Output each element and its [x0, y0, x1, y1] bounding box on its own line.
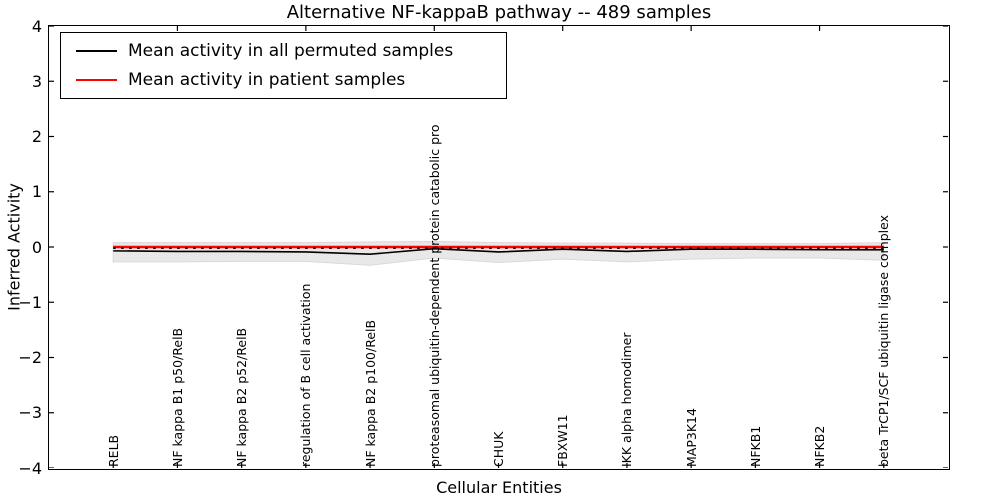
y-tick-label: −3: [18, 403, 42, 423]
x-tick-label: NF kappa B1 p50/RelB: [169, 327, 185, 467]
x-tick-label: FBXW11: [555, 414, 571, 467]
y-tick-label: 4: [31, 16, 42, 36]
y-tick-label: −1: [18, 292, 42, 312]
x-tick-label: RELB: [105, 434, 121, 467]
x-axis-label: Cellular Entities: [436, 478, 562, 497]
x-tick-label: proteasomal ubiquitin-dependent protein …: [426, 124, 442, 467]
x-tick-label: NF kappa B2 p100/RelB: [362, 319, 378, 467]
x-tick-label: NFKB2: [812, 425, 828, 467]
permuted-mean-line: [113, 247, 884, 255]
x-tick-label: regulation of B cell activation: [298, 283, 314, 467]
chart-title: Alternative NF-kappaB pathway -- 489 sam…: [286, 2, 712, 23]
x-tick-label: IKK alpha homodimer: [619, 332, 635, 468]
confidence-band: [112, 240, 885, 266]
legend-label: Mean activity in all permuted samples: [128, 41, 454, 62]
y-tick-label: 2: [31, 127, 42, 146]
x-tick-label: NF kappa B2 p52/RelB: [234, 327, 250, 467]
y-tick-label: 3: [31, 71, 42, 91]
x-tick-label: CHUK: [491, 431, 506, 467]
legend-entry-patient: Mean activity in patient samples: [61, 70, 506, 90]
legend-line-sample-red: [76, 78, 117, 81]
y-tick-label: 1: [31, 182, 42, 202]
x-tick-label: beta TrCP1/SCF ubiquitin ligase complex: [876, 215, 892, 467]
x-tick-label: NFKB1: [747, 425, 763, 467]
y-tick-label: −2: [18, 348, 42, 367]
legend-line-sample-black: [76, 50, 117, 53]
y-tick-label: 0: [31, 237, 42, 257]
legend-entry-permuted: Mean activity in all permuted samples: [61, 41, 506, 61]
legend-label: Mean activity in patient samples: [128, 69, 406, 90]
y-tick-label: −4: [18, 458, 42, 478]
legend-box: Mean activity in all permuted samples Me…: [60, 32, 507, 99]
x-tick-label: MAP3K14: [683, 408, 699, 467]
chart-canvas: [49, 26, 948, 468]
plot-area: [48, 25, 950, 470]
